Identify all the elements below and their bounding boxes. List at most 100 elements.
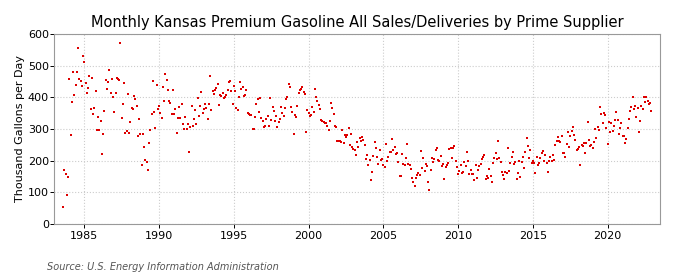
Point bbox=[641, 95, 651, 99]
Point bbox=[206, 107, 217, 112]
Point bbox=[601, 125, 612, 130]
Point bbox=[301, 130, 312, 134]
Point bbox=[576, 142, 587, 147]
Point bbox=[494, 156, 505, 161]
Point bbox=[431, 148, 441, 152]
Point bbox=[163, 88, 173, 92]
Point bbox=[188, 124, 198, 128]
Point bbox=[572, 147, 583, 151]
Point bbox=[103, 79, 113, 84]
Point bbox=[232, 108, 243, 112]
Point bbox=[512, 171, 523, 175]
Point bbox=[574, 145, 585, 149]
Point bbox=[628, 107, 639, 112]
Point bbox=[141, 160, 152, 164]
Point bbox=[600, 113, 611, 118]
Point bbox=[200, 102, 211, 106]
Point bbox=[424, 188, 435, 192]
Point bbox=[459, 160, 470, 164]
Point bbox=[94, 128, 105, 132]
Point bbox=[621, 137, 632, 142]
Point bbox=[104, 68, 115, 72]
Point bbox=[519, 166, 530, 170]
Point bbox=[284, 81, 294, 86]
Point bbox=[262, 114, 273, 119]
Point bbox=[636, 104, 647, 109]
Point bbox=[173, 104, 184, 109]
Point bbox=[150, 126, 161, 130]
Point bbox=[114, 78, 125, 82]
Point bbox=[312, 99, 323, 104]
Point bbox=[212, 82, 223, 86]
Point bbox=[504, 169, 514, 173]
Point bbox=[247, 126, 258, 131]
Point bbox=[387, 137, 398, 142]
Y-axis label: Thousand Gallons per Day: Thousand Gallons per Day bbox=[15, 55, 25, 202]
Point bbox=[88, 112, 99, 116]
Point bbox=[394, 174, 405, 178]
Point bbox=[269, 119, 280, 123]
Point bbox=[125, 120, 136, 125]
Point bbox=[350, 153, 361, 157]
Point bbox=[350, 148, 360, 152]
Point bbox=[182, 122, 193, 127]
Point bbox=[356, 139, 367, 143]
Point bbox=[620, 141, 630, 145]
Point bbox=[360, 157, 371, 161]
Point bbox=[337, 128, 348, 132]
Point bbox=[139, 145, 150, 150]
Point bbox=[291, 114, 302, 119]
Point bbox=[460, 164, 471, 168]
Point bbox=[304, 114, 315, 119]
Point bbox=[571, 148, 582, 152]
Point bbox=[399, 163, 410, 167]
Point bbox=[246, 113, 256, 117]
Point bbox=[580, 150, 591, 155]
Point bbox=[624, 109, 635, 113]
Point bbox=[359, 142, 370, 147]
Text: Source: U.S. Energy Information Administration: Source: U.S. Energy Information Administ… bbox=[47, 262, 279, 272]
Point bbox=[640, 100, 651, 104]
Point bbox=[309, 87, 320, 91]
Point bbox=[292, 104, 303, 108]
Point bbox=[235, 80, 246, 85]
Point bbox=[521, 136, 532, 140]
Point bbox=[434, 159, 445, 164]
Point bbox=[216, 94, 227, 99]
Point bbox=[101, 87, 112, 91]
Point bbox=[287, 110, 298, 114]
Point bbox=[416, 166, 427, 170]
Point bbox=[297, 85, 308, 89]
Point bbox=[250, 115, 261, 120]
Point bbox=[543, 170, 554, 174]
Point bbox=[552, 134, 563, 139]
Point bbox=[308, 110, 319, 114]
Point bbox=[67, 100, 78, 104]
Point bbox=[202, 117, 213, 122]
Point bbox=[285, 84, 296, 89]
Point bbox=[271, 114, 281, 119]
Point bbox=[499, 177, 510, 181]
Point bbox=[495, 160, 506, 164]
Point bbox=[425, 168, 436, 172]
Point bbox=[462, 150, 472, 155]
Point bbox=[322, 124, 333, 128]
Point bbox=[95, 119, 106, 123]
Point bbox=[389, 145, 400, 149]
Point bbox=[496, 169, 507, 174]
Point bbox=[392, 151, 402, 155]
Point bbox=[259, 125, 269, 130]
Point bbox=[340, 133, 350, 138]
Point bbox=[627, 95, 638, 99]
Point bbox=[213, 103, 224, 107]
Point bbox=[123, 92, 134, 96]
Point bbox=[614, 131, 624, 136]
Point bbox=[176, 102, 187, 106]
Point bbox=[371, 146, 381, 150]
Point bbox=[272, 124, 283, 129]
Point bbox=[222, 88, 233, 93]
Title: Monthly Kansas Premium Gasoline All Sales/Deliveries by Prime Supplier: Monthly Kansas Premium Gasoline All Sale… bbox=[91, 15, 624, 30]
Point bbox=[65, 133, 76, 137]
Point bbox=[615, 125, 626, 130]
Point bbox=[319, 120, 330, 125]
